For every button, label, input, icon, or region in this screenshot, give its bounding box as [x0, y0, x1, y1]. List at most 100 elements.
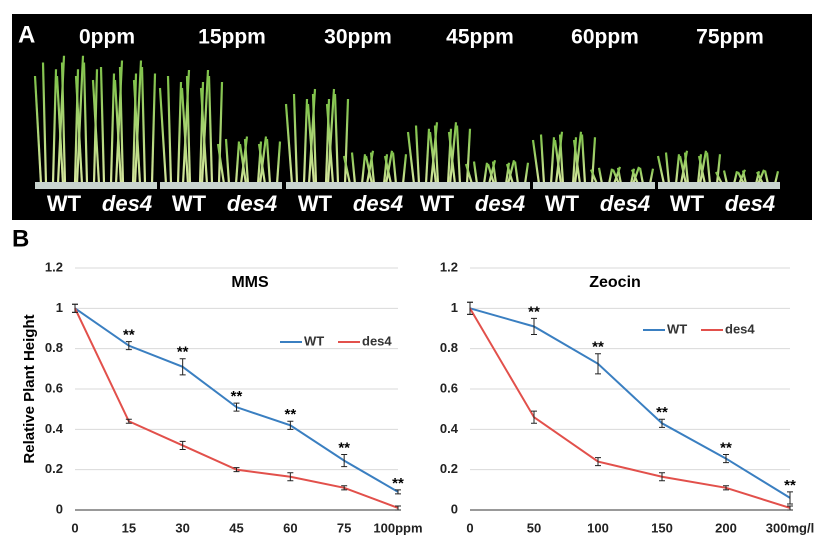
plant-leaf [166, 75, 173, 185]
plant-leaf [697, 155, 707, 185]
y-axis-title: Relative Plant Height [21, 314, 38, 463]
y-tick-label: 0.6 [45, 380, 63, 395]
plant-leaf [678, 155, 688, 185]
error-bar [125, 341, 132, 351]
genotype-label: WT [172, 191, 207, 216]
error-bar [125, 418, 132, 424]
plant-leaf [391, 152, 398, 185]
legend-label: WT [304, 333, 324, 348]
plant-leaf [433, 125, 440, 185]
plant-leaf [505, 163, 515, 185]
significance-label: ** [284, 406, 296, 423]
plant-leaf [763, 170, 770, 185]
genotype-label: des4 [353, 191, 403, 216]
plant-leaf [590, 137, 597, 185]
plant-leaf [258, 136, 268, 185]
y-tick-label: 0.6 [440, 380, 458, 395]
y-tick-label: 0.4 [45, 421, 64, 436]
plant-leaf [306, 103, 316, 185]
plant-leaf [611, 169, 621, 185]
plant-leaf [506, 159, 516, 185]
significance-label: ** [177, 344, 189, 361]
error-bar [341, 485, 348, 491]
plant-leaf [109, 73, 116, 185]
error-bar [395, 505, 401, 511]
significance-label: ** [656, 404, 668, 421]
x-tick-label: 300mg/l [766, 520, 814, 535]
plant-leaf [60, 62, 67, 185]
plant-leaf [238, 143, 248, 185]
y-tick-label: 1 [56, 300, 63, 315]
plant-leaf [118, 66, 125, 185]
plant-leaf [705, 152, 712, 185]
error-bar [723, 454, 729, 464]
genotype-label: WT [420, 191, 455, 216]
chart-title: Zeocin [589, 274, 641, 291]
plant-leaf [486, 163, 496, 185]
error-bar [659, 472, 665, 482]
x-tick-label: 150 [651, 520, 673, 535]
error-bar [341, 454, 348, 468]
plant-leaf [224, 138, 231, 185]
y-tick-label: 0.2 [45, 461, 63, 476]
panel-label: A [18, 21, 35, 48]
plant-leaf [756, 169, 766, 185]
plant-leaf [664, 152, 671, 185]
plant-leaf [158, 87, 168, 185]
plant-leaf [132, 79, 142, 185]
x-tick-label: 100ppm [373, 520, 422, 535]
x-tick-label: 100 [587, 520, 609, 535]
legend-label: des4 [725, 321, 755, 336]
plant-leaf [648, 168, 655, 185]
plant-leaf [616, 167, 623, 185]
significance-label: ** [392, 475, 404, 492]
plant-leaf [491, 161, 498, 185]
plant-leaf [424, 128, 431, 185]
plant-leaf [698, 150, 708, 185]
tray [658, 182, 780, 189]
error-bar [595, 353, 601, 375]
plant-leaf [216, 143, 226, 185]
plant-leaf [364, 155, 374, 185]
plant-leaf [482, 162, 489, 185]
plant-leaf [91, 79, 101, 185]
plant-leaf [311, 93, 318, 185]
plant-leaf [597, 167, 604, 185]
significance-label: ** [784, 477, 796, 494]
y-tick-label: 0 [451, 501, 458, 516]
x-tick-label: 0 [71, 520, 78, 535]
plant-leaf [133, 60, 143, 185]
error-bar [395, 489, 401, 495]
plant-leaf [638, 167, 645, 185]
x-tick-label: 45 [229, 520, 243, 535]
error-bar [723, 485, 729, 491]
series-line [469, 307, 791, 509]
plant-leaf [243, 138, 250, 185]
error-bar [287, 420, 294, 430]
plant-leaf [176, 81, 183, 185]
plant-leaf [580, 134, 587, 185]
plant-leaf [82, 62, 89, 185]
plant-leaf [553, 139, 563, 185]
tray [35, 182, 157, 189]
plant-leaf [722, 170, 729, 185]
y-tick-label: 1.2 [440, 259, 458, 274]
plant-leaf [732, 170, 739, 185]
y-tick-label: 0.4 [440, 421, 459, 436]
plant-leaf [275, 141, 282, 185]
plant-leaf [51, 69, 58, 185]
plant-leaf [185, 75, 192, 185]
plant-leaf [200, 69, 210, 185]
y-tick-label: 1 [451, 300, 458, 315]
genotype-label: WT [47, 191, 82, 216]
concentration-label: 60ppm [571, 26, 639, 49]
error-bar [72, 303, 78, 313]
plant-leaf [630, 169, 640, 185]
plant-leaf [531, 139, 541, 185]
plant-leaf [455, 125, 462, 185]
plant-leaf [589, 169, 599, 185]
genotype-label: WT [670, 191, 705, 216]
genotype-label: WT [298, 191, 333, 216]
significance-label: ** [123, 327, 135, 344]
